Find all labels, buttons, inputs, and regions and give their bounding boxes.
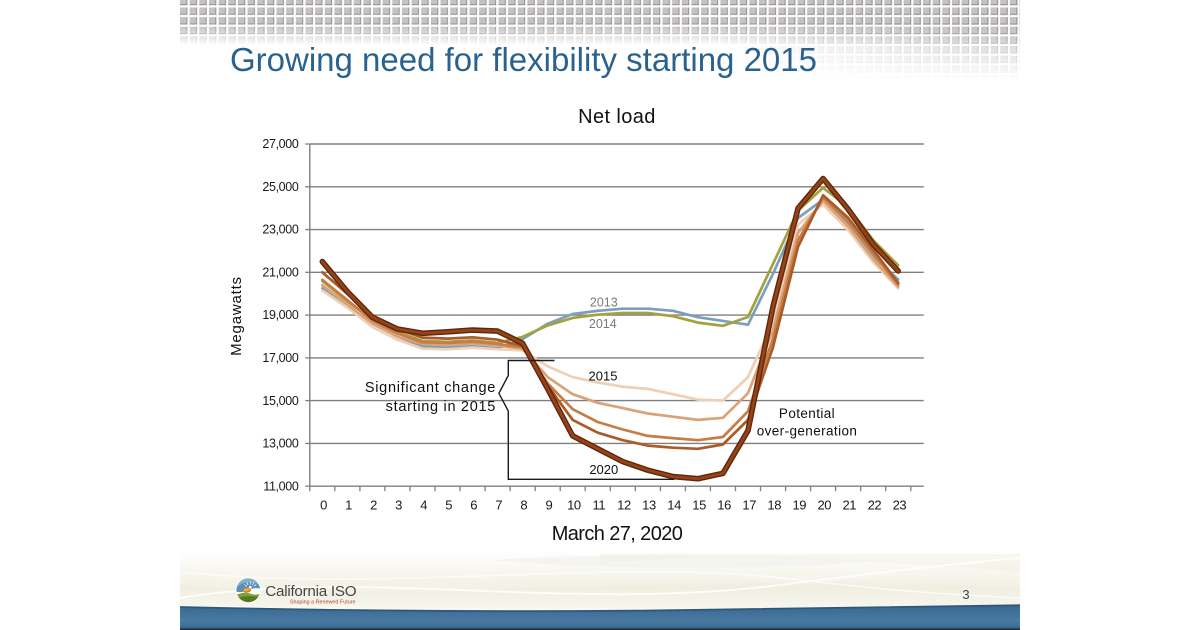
svg-text:1: 1: [345, 498, 352, 513]
svg-text:11,000: 11,000: [263, 479, 299, 493]
svg-text:27,000: 27,000: [262, 137, 299, 151]
svg-text:13: 13: [642, 498, 656, 513]
svg-text:2013: 2013: [590, 295, 618, 309]
svg-text:15: 15: [692, 498, 706, 513]
svg-text:Net load: Net load: [578, 106, 656, 128]
svg-text:23,000: 23,000: [262, 223, 299, 237]
svg-text:over-generation: over-generation: [757, 424, 858, 439]
svg-text:starting in 2015: starting in 2015: [386, 399, 496, 415]
svg-text:13,000: 13,000: [262, 437, 299, 451]
svg-text:23: 23: [893, 498, 907, 513]
svg-text:6: 6: [470, 498, 477, 513]
svg-text:17: 17: [742, 498, 756, 513]
svg-text:0: 0: [320, 498, 327, 513]
svg-text:12: 12: [617, 498, 631, 513]
svg-text:4: 4: [420, 498, 427, 513]
svg-text:8: 8: [520, 498, 527, 513]
svg-text:2020: 2020: [589, 462, 618, 477]
svg-text:9: 9: [545, 498, 552, 513]
svg-text:March 27, 2020: March 27, 2020: [552, 523, 683, 545]
svg-text:2014: 2014: [589, 317, 617, 331]
svg-text:Shaping a Renewed Future: Shaping a Renewed Future: [290, 599, 356, 605]
svg-text:15,000: 15,000: [262, 394, 299, 408]
svg-text:3: 3: [395, 498, 402, 513]
svg-text:21: 21: [842, 498, 856, 513]
svg-text:Potential: Potential: [779, 406, 835, 421]
svg-text:10: 10: [567, 498, 581, 513]
svg-text:California ISO: California ISO: [265, 583, 356, 600]
svg-text:19: 19: [792, 498, 806, 513]
svg-text:5: 5: [445, 498, 452, 513]
svg-text:20: 20: [817, 498, 831, 513]
svg-text:3: 3: [962, 587, 969, 602]
svg-text:25,000: 25,000: [262, 180, 299, 194]
svg-text:2015: 2015: [589, 369, 618, 384]
svg-text:Significant change: Significant change: [365, 380, 496, 396]
svg-text:18: 18: [767, 498, 781, 513]
svg-text:2: 2: [370, 498, 377, 513]
svg-text:17,000: 17,000: [262, 351, 299, 365]
svg-text:Megawatts: Megawatts: [228, 276, 245, 356]
svg-text:19,000: 19,000: [262, 308, 299, 322]
svg-text:14: 14: [667, 498, 681, 513]
svg-text:21,000: 21,000: [262, 265, 299, 279]
svg-text:16: 16: [717, 498, 731, 513]
svg-text:11: 11: [593, 498, 606, 513]
svg-text:7: 7: [495, 498, 502, 513]
svg-text:22: 22: [868, 498, 882, 513]
